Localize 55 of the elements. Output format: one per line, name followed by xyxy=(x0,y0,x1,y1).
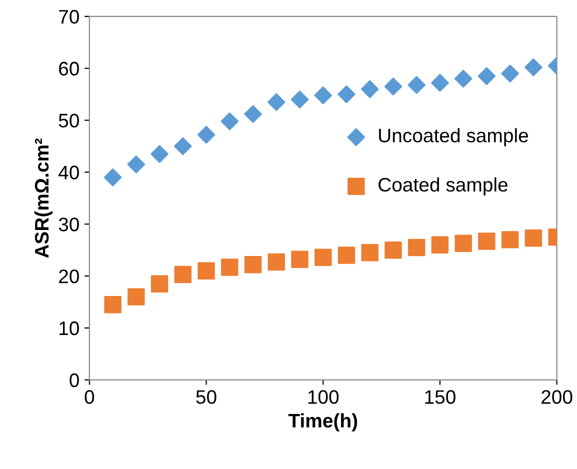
point xyxy=(104,168,122,186)
point xyxy=(501,64,519,82)
point xyxy=(384,78,402,96)
y-tick-label: 10 xyxy=(60,321,79,336)
point xyxy=(478,67,496,86)
x-axis-title: Time(h) xyxy=(288,413,358,432)
point xyxy=(501,231,519,248)
point xyxy=(244,105,262,123)
legend-label: Uncoated sample xyxy=(379,128,528,146)
point xyxy=(267,93,286,112)
point xyxy=(198,262,215,280)
x-tick-label: 150 xyxy=(425,390,456,404)
point xyxy=(244,256,262,274)
point xyxy=(150,145,168,163)
point xyxy=(408,76,426,94)
y-tick-label: 30 xyxy=(58,218,79,232)
y-tick-label: 20 xyxy=(59,270,79,284)
point xyxy=(360,80,379,98)
x-tick-label: 0 xyxy=(84,390,94,404)
point xyxy=(221,258,238,276)
x-tick-label: 100 xyxy=(308,390,339,404)
point xyxy=(408,238,426,256)
point xyxy=(104,296,122,314)
point xyxy=(174,137,192,156)
y-tick-label: 60 xyxy=(59,62,79,76)
point xyxy=(361,244,378,262)
y-tick-label: 0 xyxy=(70,373,79,388)
point xyxy=(220,112,239,130)
point xyxy=(197,126,216,144)
point xyxy=(431,74,449,92)
point xyxy=(524,58,542,76)
point xyxy=(314,86,332,104)
point xyxy=(454,70,472,88)
point xyxy=(268,253,285,271)
x-tick-label: 50 xyxy=(196,390,216,404)
point xyxy=(128,288,145,306)
point xyxy=(338,85,356,104)
y-tick-label: 70 xyxy=(59,10,79,24)
y-tick-label: 40 xyxy=(58,166,79,180)
x-tick-label: 200 xyxy=(542,390,572,404)
y-axis-title: ASR(mΩ.cm² xyxy=(34,138,53,258)
point xyxy=(524,230,542,247)
point xyxy=(174,266,192,284)
point xyxy=(431,236,449,254)
y-tick-label: 50 xyxy=(58,114,79,128)
point xyxy=(291,250,308,268)
point xyxy=(338,246,356,264)
point xyxy=(127,155,146,174)
point xyxy=(384,241,402,259)
point xyxy=(150,275,168,292)
point xyxy=(478,232,496,250)
point xyxy=(290,90,309,108)
point xyxy=(454,234,472,252)
point xyxy=(314,248,332,266)
legend-label: Coated sample xyxy=(378,177,508,196)
